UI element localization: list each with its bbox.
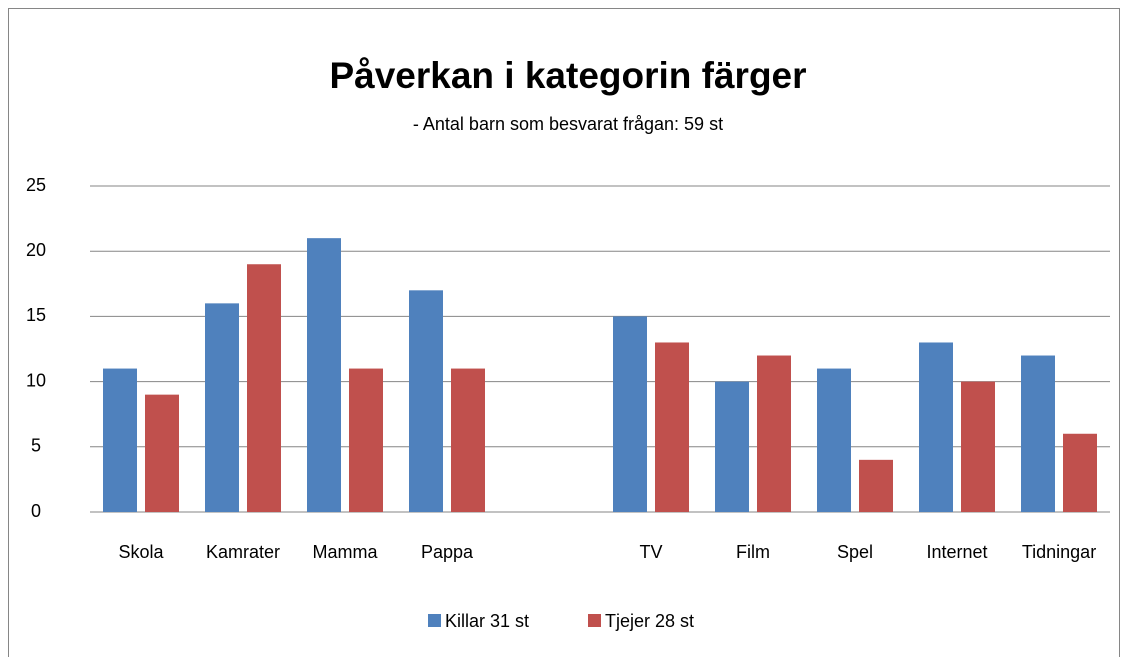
bar <box>1063 433 1097 512</box>
bar <box>1021 355 1055 512</box>
legend-label: Killar 31 st <box>445 611 529 631</box>
y-tick-label: 20 <box>26 240 46 260</box>
bar <box>757 355 791 512</box>
bar <box>205 303 239 512</box>
bar <box>409 290 443 512</box>
bar <box>859 459 893 512</box>
y-tick-label: 10 <box>26 370 46 390</box>
bar <box>145 394 179 512</box>
bar <box>715 381 749 512</box>
x-tick-label: Pappa <box>421 542 474 562</box>
x-tick-label: Kamrater <box>206 542 280 562</box>
bar <box>919 342 953 512</box>
bar <box>451 368 485 512</box>
x-tick-label: Tidningar <box>1022 542 1096 562</box>
bar <box>817 368 851 512</box>
x-tick-label: Spel <box>837 542 873 562</box>
chart-frame <box>8 8 1120 662</box>
bar <box>655 342 689 512</box>
bar <box>307 238 341 512</box>
bar <box>103 368 137 512</box>
chart-title: Påverkan i kategorin färger <box>329 55 806 96</box>
bar <box>613 316 647 512</box>
x-tick-label: Internet <box>926 542 987 562</box>
x-tick-label: Mamma <box>312 542 378 562</box>
y-tick-label: 25 <box>26 175 46 195</box>
legend-swatch <box>428 614 441 627</box>
legend-swatch <box>588 614 601 627</box>
y-tick-label: 0 <box>31 501 41 521</box>
legend-label: Tjejer 28 st <box>605 611 694 631</box>
x-tick-label: TV <box>639 542 662 562</box>
x-tick-label: Skola <box>118 542 164 562</box>
y-tick-label: 15 <box>26 305 46 325</box>
y-tick-label: 5 <box>31 436 41 456</box>
bar <box>247 264 281 512</box>
bar <box>961 381 995 512</box>
x-tick-label: Film <box>736 542 770 562</box>
bar <box>349 368 383 512</box>
chart-subtitle: - Antal barn som besvarat frågan: 59 st <box>413 114 723 134</box>
